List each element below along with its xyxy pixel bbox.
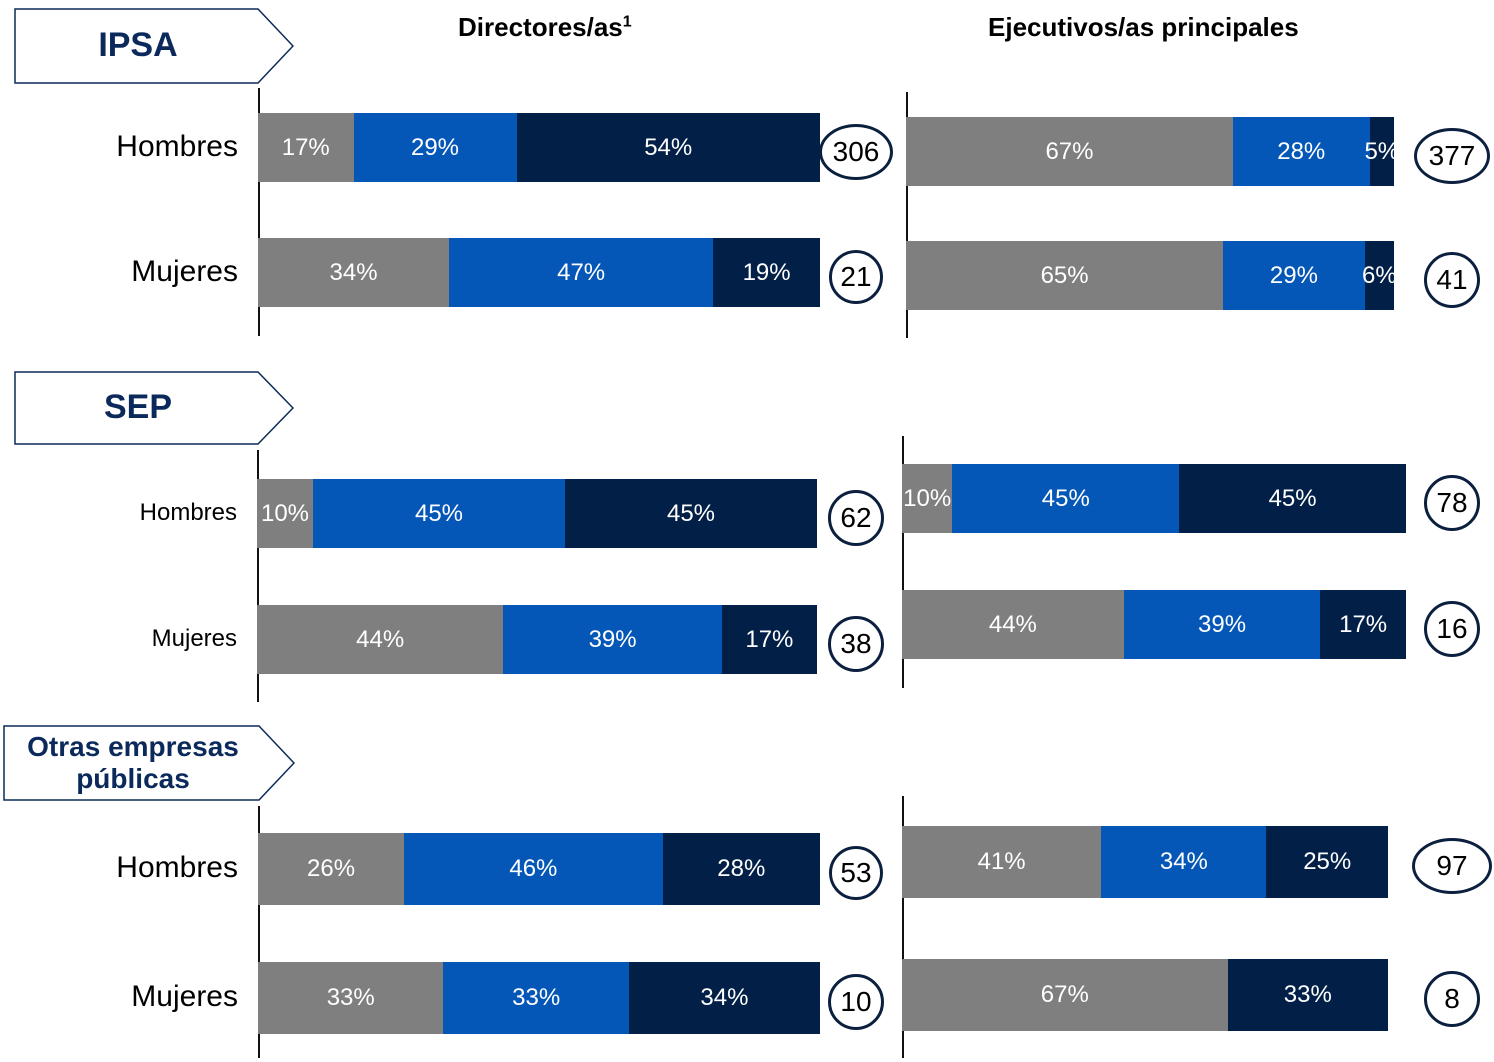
group-tag-label: Otras empresas públicas bbox=[27, 730, 239, 794]
axis-left-2 bbox=[258, 806, 260, 1058]
total-circle: 38 bbox=[828, 615, 884, 672]
total-circle: 97 bbox=[1412, 838, 1492, 894]
bar-ejecutivos-hombres: 67% 28% 5% bbox=[906, 117, 1399, 186]
bar-segment-1: 17% bbox=[258, 113, 354, 182]
column-title-ejecutivos: Ejecutivos/as principales bbox=[988, 12, 1299, 42]
bar-segment-2: 46% bbox=[404, 833, 663, 905]
bar-segment-3: 28% bbox=[662, 833, 820, 905]
row-label: Mujeres bbox=[131, 254, 238, 288]
bar-directores-mujeres: 33% 33% 34% bbox=[258, 962, 820, 1034]
bar-ejecutivos-mujeres: 65% 29% 6% bbox=[906, 241, 1397, 310]
bar-segment-1: 44% bbox=[902, 590, 1124, 659]
axis-right-1 bbox=[902, 436, 904, 688]
bar-segment-2: 39% bbox=[503, 605, 722, 674]
total-circle: 377 bbox=[1414, 127, 1490, 184]
bar-directores-mujeres: 44% 39% 17% bbox=[257, 605, 817, 674]
bar-segment-3: 34% bbox=[628, 962, 820, 1034]
bar-segment-2: 33% bbox=[443, 962, 629, 1034]
bar-segment-1: 10% bbox=[902, 464, 953, 533]
bar-directores-mujeres: 34% 47% 19% bbox=[258, 238, 820, 307]
bar-segment-1: 67% bbox=[902, 959, 1228, 1031]
bar-segment-1: 26% bbox=[258, 833, 405, 905]
total-circle: 53 bbox=[829, 846, 883, 900]
bar-segment-3: 45% bbox=[565, 479, 817, 548]
bar-segment-3: 5% bbox=[1364, 117, 1399, 186]
bar-directores-hombres: 10% 45% 45% bbox=[257, 479, 817, 548]
bar-segment-2: 29% bbox=[353, 113, 517, 182]
bar-ejecutivos-mujeres: 44% 39% 17% bbox=[902, 590, 1406, 659]
bar-segment-3: 6% bbox=[1362, 241, 1397, 310]
bar-segment-3: 33% bbox=[1227, 959, 1388, 1031]
bar-segment-1: 41% bbox=[902, 826, 1102, 898]
row-label: Hombres bbox=[139, 499, 237, 527]
axis-right-0 bbox=[906, 92, 908, 338]
bar-ejecutivos-mujeres: 67% 33% bbox=[902, 959, 1388, 1031]
bar-segment-3: 54% bbox=[516, 113, 820, 182]
bar-segment-2: 39% bbox=[1123, 590, 1321, 659]
bar-segment-1: 10% bbox=[257, 479, 313, 548]
bar-segment-2: 34% bbox=[1101, 826, 1267, 898]
bar-segment-2: 47% bbox=[449, 238, 714, 307]
bar-directores-hombres: 26% 46% 28% bbox=[258, 833, 820, 905]
group-tag-2: Otras empresas públicas bbox=[3, 725, 295, 801]
bar-segment-1: 67% bbox=[906, 117, 1233, 186]
bar-segment-2: 45% bbox=[952, 464, 1180, 533]
axis-right-2 bbox=[902, 796, 904, 1058]
total-circle: 16 bbox=[1424, 600, 1480, 657]
group-tag-label: SEP bbox=[103, 388, 173, 427]
row-label: Hombres bbox=[116, 129, 238, 163]
total-circle: 21 bbox=[829, 249, 883, 304]
axis-left-1 bbox=[257, 450, 259, 702]
column-title-directores: Directores/as1 bbox=[458, 12, 632, 42]
bar-ejecutivos-hombres: 10% 45% 45% bbox=[902, 464, 1406, 533]
bar-segment-1: 33% bbox=[258, 962, 444, 1034]
bar-segment-1: 34% bbox=[258, 238, 450, 307]
bar-directores-hombres: 17% 29% 54% bbox=[258, 113, 820, 182]
bar-segment-3: 25% bbox=[1266, 826, 1388, 898]
bar-segment-3: 17% bbox=[721, 605, 817, 674]
group-tag-1: SEP bbox=[14, 371, 294, 445]
bar-segment-2: 29% bbox=[1223, 241, 1365, 310]
row-label: Hombres bbox=[116, 851, 238, 884]
total-circle: 8 bbox=[1424, 971, 1480, 1027]
bar-segment-3: 19% bbox=[713, 238, 820, 307]
bar-segment-3: 17% bbox=[1320, 590, 1406, 659]
total-circle: 41 bbox=[1424, 251, 1480, 308]
bar-segment-2: 28% bbox=[1232, 117, 1370, 186]
axis-left-0 bbox=[258, 88, 260, 336]
total-circle: 306 bbox=[819, 123, 893, 180]
total-circle: 78 bbox=[1424, 474, 1480, 531]
total-circle: 62 bbox=[828, 489, 884, 546]
bar-segment-1: 44% bbox=[257, 605, 504, 674]
row-label: Mujeres bbox=[131, 980, 238, 1013]
bar-segment-3: 45% bbox=[1179, 464, 1406, 533]
group-tag-0: IPSA bbox=[14, 8, 294, 84]
group-tag-label: IPSA bbox=[98, 26, 178, 65]
bar-segment-2: 45% bbox=[313, 479, 565, 548]
total-circle: 10 bbox=[828, 974, 884, 1030]
bar-ejecutivos-hombres: 41% 34% 25% bbox=[902, 826, 1388, 898]
row-label: Mujeres bbox=[151, 625, 237, 653]
bar-segment-1: 65% bbox=[906, 241, 1224, 310]
